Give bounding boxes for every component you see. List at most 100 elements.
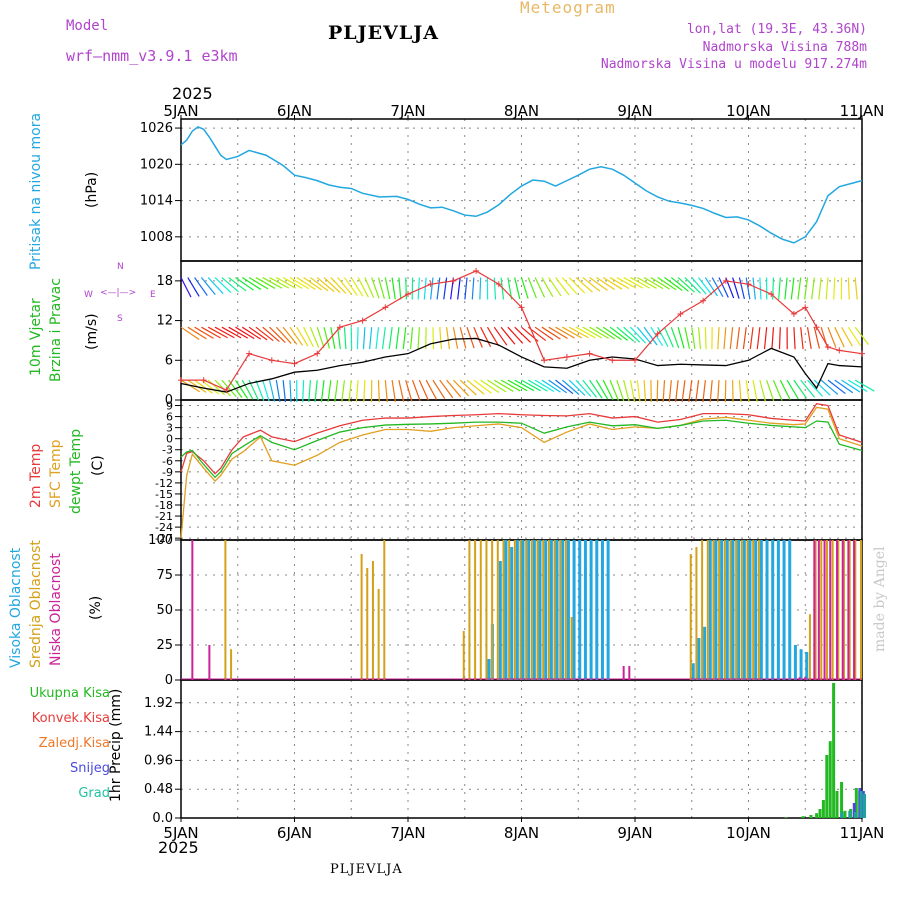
- wind-barb: [589, 379, 603, 399]
- wind-barb: [723, 327, 727, 350]
- wind-barb: [541, 379, 561, 393]
- wind-barb: [432, 327, 435, 350]
- wind-barb: [596, 326, 616, 340]
- wind-barb: [793, 379, 807, 399]
- wind-barb: [381, 327, 386, 350]
- wind-gust-marker: [495, 281, 502, 288]
- wind-barb: [702, 380, 706, 403]
- wind-barb: [514, 326, 532, 343]
- xtick-label-bottom: 10JAN: [726, 824, 771, 842]
- wind-compass: N <—|—> W E S: [82, 262, 156, 324]
- wind-barb: [375, 327, 380, 350]
- wind-barb: [691, 277, 707, 295]
- wind-gust-marker: [223, 387, 230, 394]
- wind-barb: [500, 379, 521, 392]
- wind-barb: [854, 379, 875, 392]
- wind-barb: [534, 277, 546, 298]
- ytick-label-pressure: 1014: [140, 194, 173, 209]
- wind-barb: [194, 277, 208, 296]
- wind-gust-marker: [745, 281, 752, 288]
- ytick-label-precip: 0.48: [144, 782, 173, 797]
- wind-barb: [402, 327, 407, 350]
- wind-barb: [772, 379, 783, 401]
- ytick-label-temp: -15: [155, 488, 173, 501]
- wind-barb: [466, 379, 485, 395]
- wind-barb: [493, 326, 508, 346]
- xtick-label-bottom: 9JAN: [617, 824, 652, 842]
- precip-bar-0: [818, 809, 822, 818]
- wind-barb: [804, 277, 809, 300]
- legend-convective-rain: Konvek.Kisa: [31, 711, 110, 726]
- wind-barb: [691, 327, 696, 350]
- wind-barb: [296, 277, 316, 290]
- compass-arrows: <—|—>: [100, 288, 137, 298]
- wind-barb: [629, 380, 636, 402]
- ytick-label-cloud: 25: [156, 638, 173, 653]
- wind-barb: [384, 277, 391, 300]
- wind-gust-marker: [609, 357, 616, 364]
- legend-freezing-rain: Zaledj.Kisa: [38, 736, 110, 751]
- wind-barb: [662, 380, 666, 403]
- wind-barb: [337, 277, 353, 295]
- wind-barb: [445, 327, 451, 350]
- ytick-label-wind: 12: [156, 314, 173, 329]
- ytick-label-cloud: 75: [156, 568, 173, 583]
- ytick-label-pressure: 1020: [140, 157, 173, 172]
- pressure-line: [180, 125, 863, 244]
- wind-gust-marker: [813, 324, 820, 331]
- wind-barb: [500, 326, 516, 345]
- wind-barb: [630, 326, 647, 344]
- wind-barb: [582, 379, 597, 398]
- wind-barb: [752, 380, 758, 402]
- wind-barb: [520, 277, 529, 299]
- wind-barb: [473, 379, 492, 394]
- wind-gust-marker: [314, 350, 321, 357]
- wind-barb: [841, 326, 853, 347]
- wind-barb: [269, 277, 290, 289]
- wind-barb: [234, 379, 249, 399]
- station-title: PLJEVLJA: [328, 22, 439, 44]
- wind-barb: [790, 277, 795, 300]
- wind-barb: [241, 379, 254, 400]
- wind-barb: [282, 277, 303, 289]
- wind-barb: [778, 327, 781, 350]
- wind-barb: [589, 326, 609, 339]
- ytick-label-cloud: 100: [148, 533, 173, 548]
- wind-barb: [363, 380, 366, 403]
- wind-gust-marker: [563, 353, 570, 360]
- wind-barb: [623, 277, 644, 289]
- elevation-label: Nadmorska Visina 788m: [702, 40, 867, 55]
- wind-barb: [616, 326, 635, 342]
- wind-barb: [807, 379, 823, 397]
- wind-barb: [268, 380, 276, 402]
- wind-gust-marker: [632, 357, 638, 364]
- model-name: wrf—nmm_v3.9.1 e3km: [66, 47, 238, 65]
- ytick-label-temp: -27: [155, 532, 173, 545]
- wind-barb: [623, 379, 630, 402]
- wind-gust-marker: [200, 377, 207, 384]
- wind-barb: [248, 277, 269, 290]
- precip-bar-0: [825, 755, 829, 818]
- wind-barb: [650, 326, 664, 347]
- ytick-label-temp: -9: [162, 466, 173, 479]
- wind-barb: [827, 326, 837, 348]
- wind-barb: [423, 277, 427, 300]
- footer-station: PLJEVLJA: [330, 862, 403, 877]
- wind-barb: [833, 277, 836, 300]
- temp-line-1: [180, 406, 863, 539]
- wind-barb: [439, 327, 442, 350]
- wind-barb: [602, 379, 614, 401]
- wind-barb: [630, 277, 651, 289]
- compass-n: N: [117, 262, 124, 272]
- wind-barb: [718, 277, 729, 298]
- wind-barb: [688, 380, 693, 403]
- ytick-label-temp: 9: [166, 400, 173, 413]
- wind-barb: [704, 327, 707, 350]
- xtick-label-top: 11JAN: [840, 102, 885, 120]
- precip-bar-0: [828, 741, 832, 818]
- precip-bar-0: [854, 788, 858, 818]
- wind-barb: [636, 326, 652, 345]
- wind-barb: [548, 277, 562, 297]
- wind-barb: [711, 277, 724, 298]
- wind-barb: [616, 277, 637, 289]
